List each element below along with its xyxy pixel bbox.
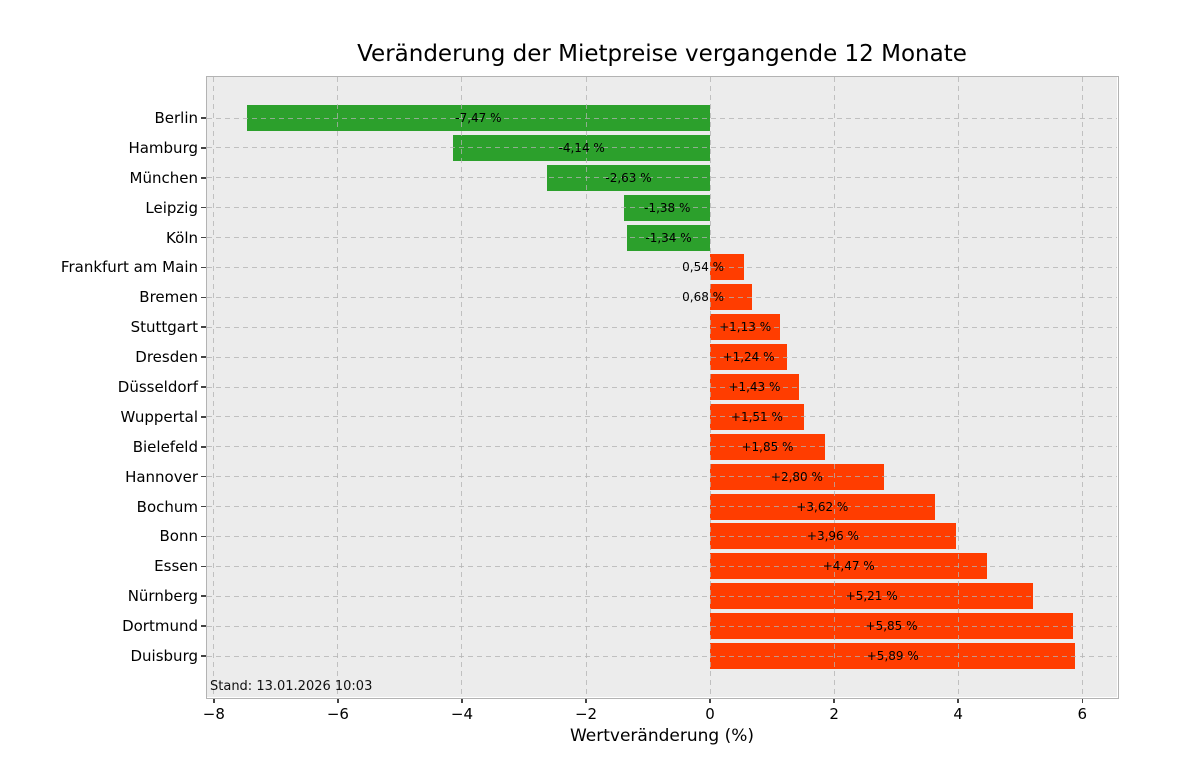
- h-gridline: [207, 476, 1117, 478]
- h-gridline: [207, 237, 1117, 239]
- bar-labels-layer: -7,47 % -4,14 % -2,63 % -1,38 % -1,34 % 0,54 …: [207, 77, 1117, 697]
- y-tick-mark: [201, 206, 206, 209]
- bar-value-label: +5,89 %: [866, 649, 919, 663]
- y-tick-label: Hannover: [125, 467, 198, 486]
- x-axis-label: Wertveränderung (%): [569, 726, 755, 746]
- x-tick-label: −8: [202, 705, 225, 723]
- y-tick-mark: [201, 326, 206, 328]
- y-tick-mark: [201, 505, 206, 508]
- x-tick-mark: [709, 698, 711, 703]
- y-tick-label: Stuttgart: [130, 318, 198, 337]
- y-tick-label: Berlin: [154, 109, 198, 127]
- plot-area: -7,47 % -4,14 % -2,63 % -1,38 % -1,34 % 0,54 …: [207, 77, 1117, 697]
- x-tick-label: 4: [953, 705, 963, 723]
- h-gridline: [207, 565, 1117, 567]
- h-gridline: [207, 446, 1117, 448]
- h-gridline: [207, 296, 1117, 298]
- x-tick-mark: [1081, 698, 1083, 703]
- h-gridline: [207, 625, 1117, 627]
- h-gridline: [207, 177, 1117, 179]
- chart-title: Veränderung der Mietpreise vergangende 1…: [357, 41, 967, 67]
- y-tick-mark: [201, 416, 206, 418]
- h-gridline: [207, 655, 1117, 657]
- y-tick-label: Hamburg: [128, 138, 198, 157]
- x-tick-label: 0: [705, 705, 715, 723]
- bar-value-label: +5,85 %: [865, 619, 918, 634]
- h-gridline: [207, 147, 1117, 149]
- x-tick-label: −4: [450, 705, 473, 723]
- y-tick-label: Essen: [154, 557, 198, 576]
- x-tick-label: 2: [829, 705, 839, 723]
- x-tick-mark: [957, 698, 959, 703]
- y-tick-label: München: [129, 168, 198, 187]
- x-tick-mark: [833, 698, 835, 703]
- bar-value-label: -7,47 %: [455, 111, 502, 125]
- h-gridline: [207, 207, 1117, 209]
- x-tick-mark: [213, 698, 215, 703]
- grid-layer: [207, 77, 1117, 697]
- y-tick-mark: [201, 565, 206, 568]
- bar-value-label: -2,63 %: [605, 170, 652, 185]
- bar-value-label: +3,96 %: [806, 529, 859, 544]
- bar-value-label: +3,62 %: [796, 499, 849, 514]
- y-tick-mark: [201, 356, 206, 358]
- x-tick-label: −2: [574, 705, 598, 723]
- bar-value-label: +1,85 %: [741, 439, 794, 454]
- bar-value-label: -1,38 %: [644, 200, 691, 215]
- y-tick-mark: [201, 446, 206, 448]
- y-tick-label: Bremen: [139, 288, 198, 307]
- bar-value-label: +1,13 %: [719, 320, 772, 335]
- h-gridline: [207, 356, 1117, 358]
- timestamp-annotation: Stand: 13.01.2026 10:03: [210, 679, 373, 694]
- y-tick-mark: [201, 595, 206, 597]
- y-tick-mark: [201, 475, 206, 478]
- y-tick-label: Nürnberg: [127, 587, 198, 606]
- y-tick-label: Wuppertal: [120, 407, 198, 426]
- y-tick-label: Bonn: [159, 527, 198, 546]
- bar-value-label: -1,34 %: [645, 230, 692, 245]
- y-tick-mark: [201, 117, 206, 119]
- y-tick-label: Frankfurt am Main: [60, 258, 198, 277]
- bar-value-label: -4,14 %: [558, 140, 605, 155]
- bar-value-label: +5,21 %: [845, 589, 898, 604]
- x-tick-label: −6: [326, 705, 349, 723]
- y-tick-label: Düsseldorf: [117, 378, 198, 396]
- bar-value-label: 0,54 %: [682, 260, 725, 275]
- y-tick-label: Köln: [166, 228, 198, 247]
- x-tick-mark: [585, 698, 587, 703]
- bar-value-label: +4,47 %: [822, 559, 875, 574]
- y-tick-mark: [201, 625, 206, 627]
- h-gridline: [207, 416, 1117, 418]
- y-tick-label: Duisburg: [130, 647, 199, 665]
- y-tick-mark: [201, 386, 206, 388]
- y-tick-mark: [201, 236, 206, 239]
- h-gridline: [207, 535, 1117, 537]
- y-tick-mark: [201, 655, 206, 657]
- y-tick-label: Dresden: [135, 348, 198, 367]
- bar-value-label: +2,80 %: [770, 469, 823, 484]
- x-tick-label: 6: [1077, 705, 1088, 723]
- y-tick-mark: [201, 177, 206, 179]
- h-gridline: [207, 326, 1117, 328]
- h-gridline: [207, 386, 1117, 388]
- y-tick-label: Bochum: [136, 497, 198, 516]
- y-tick-mark: [201, 535, 206, 538]
- bar-value-label: 0,68 %: [682, 290, 725, 305]
- y-tick-label: Dortmund: [122, 617, 198, 636]
- x-tick-mark: [337, 698, 339, 703]
- y-tick-mark: [201, 266, 206, 269]
- bar-value-label: +1,24 %: [722, 350, 775, 365]
- h-gridline: [207, 266, 1117, 268]
- bar-value-label: +1,51 %: [730, 409, 783, 424]
- x-tick-mark: [461, 698, 463, 703]
- h-gridline: [207, 117, 1117, 119]
- y-tick-mark: [201, 147, 206, 149]
- y-tick-label: Leipzig: [145, 198, 198, 217]
- h-gridline: [207, 595, 1117, 597]
- y-tick-mark: [201, 296, 206, 299]
- h-gridline: [207, 506, 1117, 508]
- y-tick-label: Bielefeld: [132, 437, 198, 456]
- bar-value-label: +1,43 %: [728, 380, 781, 394]
